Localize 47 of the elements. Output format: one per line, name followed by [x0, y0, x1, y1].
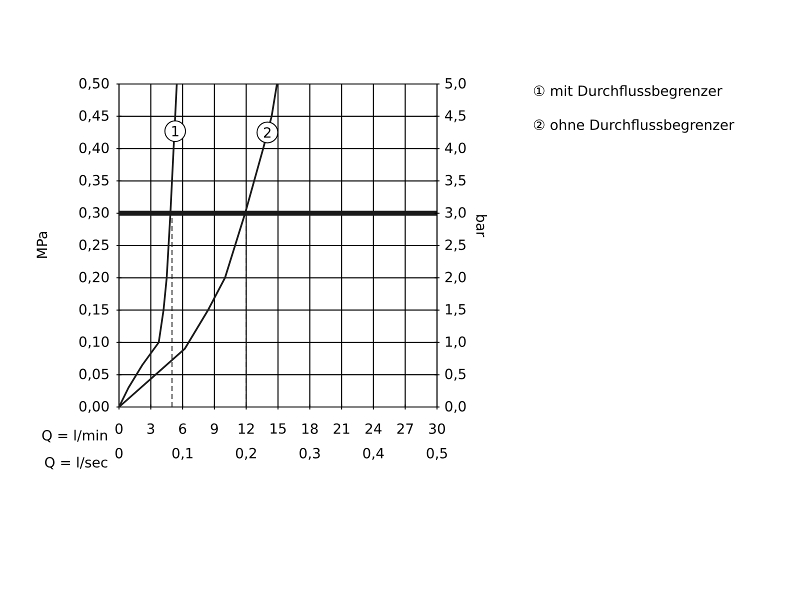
- y-tick-label: 0,25: [79, 239, 108, 252]
- text: ① mit Durchflussbegrenzer: [534, 85, 722, 99]
- y2-tick-label: 2,5: [445, 239, 466, 252]
- x-tick-label: 12: [238, 423, 254, 434]
- y2-tick-label: 1,0: [446, 336, 466, 348]
- x-tick-label: 3: [147, 423, 154, 434]
- y2-tick-label: 4,0: [445, 142, 466, 155]
- y-tick-label: 0,40: [79, 142, 109, 155]
- x-tick-label: 30: [429, 423, 445, 434]
- y-tick-label: 0,50: [79, 78, 109, 90]
- y-tick-label: 0,10: [79, 336, 109, 348]
- x2-axis-title: Q = l/sec: [45, 456, 108, 470]
- y-tick-label: 0,00: [79, 400, 109, 414]
- x-tick-label: 18: [302, 423, 318, 434]
- y2-tick-label: 3,0: [445, 207, 466, 220]
- x2-tick-label: 0,2: [236, 448, 256, 460]
- x-tick-label: 0: [115, 423, 123, 434]
- y2-tick-label: 4,5: [445, 110, 466, 122]
- x2-tick-label: 0,3: [300, 448, 320, 460]
- y-tick-label: 0,20: [79, 272, 109, 284]
- text: ② ohne Durchflussbegrenzer: [534, 119, 734, 133]
- y2-axis-title: bar: [476, 215, 488, 238]
- y2-tick-label: 3,5: [445, 174, 466, 187]
- x-axis-title: Q = l/min: [42, 430, 107, 442]
- x-tick-label: 9: [210, 423, 218, 434]
- x2-tick-label: 0,5: [426, 448, 447, 460]
- y2-tick-label: 2,0: [445, 272, 466, 284]
- annotation: 2: [264, 127, 270, 138]
- annotation: 1: [172, 126, 178, 136]
- y-tick-label: 0,35: [79, 174, 108, 187]
- x-tick-label: 24: [366, 423, 382, 434]
- y-tick-label: 0,30: [79, 207, 109, 220]
- x2-tick-label: 0,1: [172, 448, 192, 460]
- x-tick-label: 21: [334, 423, 350, 434]
- y-tick-label: 0,45: [79, 110, 108, 122]
- y-tick-label: 0,05: [79, 368, 108, 381]
- y2-tick-label: 0,0: [445, 400, 466, 414]
- y-tick-label: 0,15: [79, 304, 108, 316]
- y-axis-title: MPa: [36, 232, 48, 258]
- y2-tick-label: 0,5: [445, 368, 466, 381]
- x-tick-label: 15: [270, 423, 286, 434]
- x-tick-label: 6: [179, 423, 186, 434]
- x2-tick-label: 0,4: [363, 448, 384, 460]
- x-tick-label: 27: [397, 423, 413, 434]
- x2-tick-label: 0: [115, 448, 123, 458]
- y2-tick-label: 1,5: [446, 304, 466, 316]
- y2-tick-label: 5,0: [445, 78, 466, 90]
